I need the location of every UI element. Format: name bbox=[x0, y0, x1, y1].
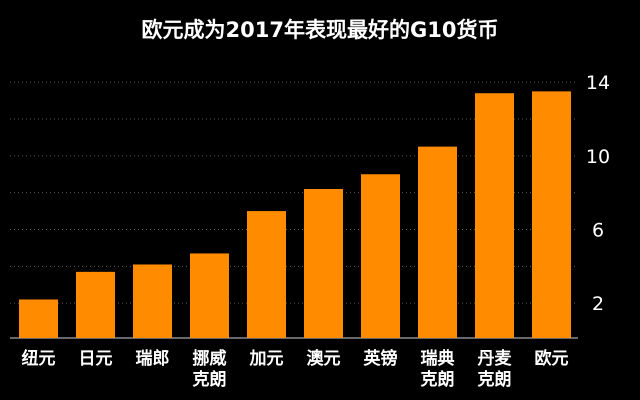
y-tick-label: 6 bbox=[592, 219, 604, 241]
x-tick-label: 加元 bbox=[249, 349, 284, 369]
y-tick-label: 14 bbox=[586, 72, 610, 94]
x-tick-label: 瑞郎 bbox=[136, 348, 170, 369]
bar bbox=[190, 253, 229, 338]
bar bbox=[133, 264, 172, 338]
x-tick-label: 澳元 bbox=[307, 348, 341, 369]
x-tick-label: 欧元 bbox=[535, 348, 569, 369]
bar bbox=[475, 93, 514, 338]
x-tick-label: 英镑 bbox=[364, 348, 398, 369]
y-axis: 2 6 10 14 bbox=[586, 72, 610, 315]
bars bbox=[19, 91, 571, 339]
x-tick-label: 挪威克朗 bbox=[193, 348, 227, 390]
bar bbox=[418, 146, 457, 338]
x-tick-label: 纽元 bbox=[22, 348, 56, 369]
x-tick-label: 日元 bbox=[79, 349, 113, 369]
bar bbox=[304, 188, 343, 338]
chart-title: 欧元成为2017年表现最好的G10货币 bbox=[141, 18, 499, 42]
bar bbox=[532, 91, 571, 339]
x-tick-label: 丹麦克朗 bbox=[478, 348, 513, 390]
bar bbox=[247, 211, 286, 338]
bar bbox=[19, 299, 58, 338]
bar bbox=[361, 174, 400, 338]
x-tick-label: 瑞典克朗 bbox=[421, 348, 455, 390]
y-tick-label: 2 bbox=[592, 293, 604, 315]
bar bbox=[76, 271, 115, 338]
y-tick-label: 10 bbox=[586, 146, 610, 168]
